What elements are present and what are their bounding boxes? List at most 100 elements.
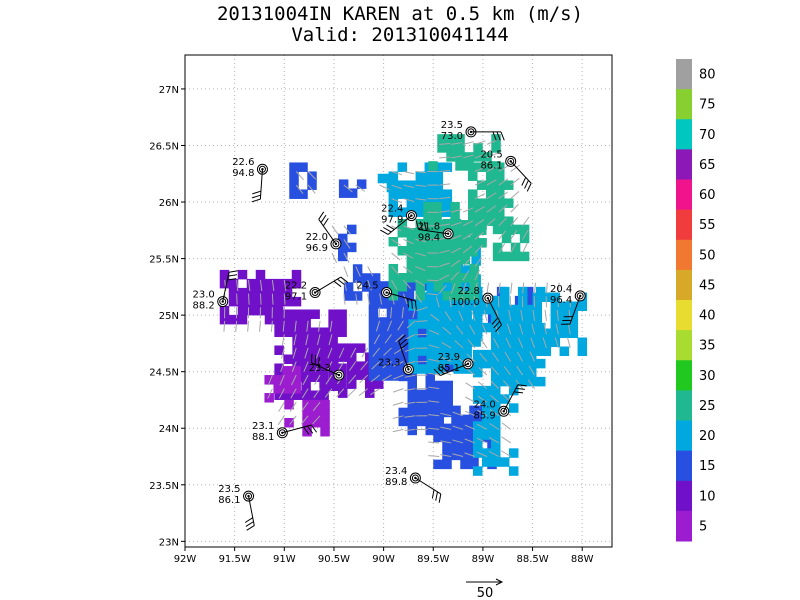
wind-vector — [440, 454, 452, 458]
colorbar-segment — [676, 209, 692, 241]
y-tick-label: 24.5N — [149, 368, 179, 379]
wind-vector — [382, 361, 392, 369]
wind-cell — [283, 327, 293, 337]
wind-cell — [460, 441, 470, 452]
wind-cell — [526, 313, 537, 324]
y-tick-label: 27N — [159, 85, 179, 96]
station-label: 22.0 — [306, 232, 328, 243]
wind-cell — [442, 207, 453, 217]
station-label: 23.3 — [378, 357, 400, 368]
wind-cell — [460, 450, 470, 461]
wind-vector — [439, 142, 451, 145]
wind-cell — [320, 417, 330, 428]
wind-vector — [390, 307, 393, 319]
y-tick-label: 26N — [159, 198, 179, 209]
wind-cell — [407, 425, 417, 436]
wind-cell — [541, 346, 552, 357]
wind-vector — [467, 339, 476, 349]
wind-vector — [440, 426, 452, 430]
wind-vector — [453, 354, 464, 362]
wind-vector — [281, 334, 285, 346]
y-tick-label: 25N — [159, 311, 179, 322]
wind-vector — [259, 280, 263, 292]
wind-cell — [397, 180, 408, 190]
wind-cell — [435, 319, 445, 329]
station-label: 20.4 — [550, 284, 572, 295]
wind-cell — [424, 171, 435, 181]
wind-vector — [343, 266, 349, 277]
colorbar-label: 70 — [699, 128, 716, 143]
wind-cell — [386, 344, 397, 354]
wind-vector — [542, 337, 547, 349]
wind-cell — [426, 292, 436, 302]
wind-cell — [442, 273, 453, 283]
wind-cell — [532, 319, 543, 330]
wind-cell — [328, 379, 339, 389]
wind-cell — [450, 211, 460, 221]
wind-vector — [464, 410, 476, 417]
wind-cell — [435, 292, 445, 302]
wind-cell — [526, 304, 537, 315]
wind-vector — [271, 293, 274, 305]
wind-vector — [416, 320, 428, 323]
wind-vector — [491, 352, 500, 362]
wind-cell — [395, 362, 406, 372]
wind-vector — [292, 347, 297, 359]
wind-vector — [295, 171, 304, 181]
wind-vector — [391, 238, 402, 246]
wind-vector — [428, 372, 440, 376]
station-marker-ring — [407, 212, 415, 220]
wind-vector — [404, 401, 416, 405]
station-marker-ring — [411, 474, 419, 482]
wind-vector — [403, 252, 414, 259]
wind-cell — [219, 269, 230, 280]
wind-cell — [504, 216, 514, 226]
wind-cell — [264, 278, 275, 289]
wind-vector — [469, 324, 476, 335]
wind-cell — [415, 171, 426, 181]
wind-vector — [508, 309, 512, 321]
wind-vector — [464, 438, 476, 444]
wind-cell — [406, 246, 417, 256]
wind-barb-flag — [380, 229, 389, 235]
wind-vector — [403, 225, 414, 231]
station-pressure: 98.4 — [418, 233, 440, 244]
wind-cell — [468, 225, 478, 235]
wind-cell — [292, 390, 302, 400]
wind-vector — [510, 230, 518, 240]
wind-vector — [464, 424, 476, 430]
wind-cell — [559, 346, 570, 357]
station-label: 23.4 — [385, 466, 407, 477]
wind-cell — [481, 448, 492, 458]
wind-cell — [442, 441, 452, 452]
wind-cell — [460, 432, 470, 443]
wind-cell — [526, 376, 537, 387]
wind-cell — [406, 255, 417, 265]
wind-vector — [415, 279, 425, 287]
colorbar-label: 75 — [699, 98, 716, 113]
wind-cell — [491, 161, 501, 171]
wind-barb-flag — [500, 131, 505, 141]
wind-cell — [408, 301, 418, 311]
wind-vector — [301, 401, 309, 412]
wind-cell — [283, 318, 293, 328]
wind-cell — [495, 198, 505, 208]
wind-cell — [397, 162, 408, 172]
wind-vector — [528, 365, 535, 376]
wind-cell — [481, 457, 492, 467]
wind-cell — [519, 251, 530, 262]
wind-vector — [428, 441, 440, 444]
wind-vector — [462, 270, 470, 281]
wind-vector — [360, 361, 369, 371]
wind-cell — [320, 399, 330, 410]
wind-vector — [391, 266, 400, 276]
colorbar-segment — [676, 360, 692, 391]
wind-cell — [386, 362, 397, 372]
wind-vector — [510, 282, 513, 294]
wind-cell — [568, 328, 579, 339]
wind-cell — [246, 287, 257, 298]
wind-vector — [378, 307, 381, 319]
wind-vector — [427, 279, 439, 282]
wind-vector — [451, 142, 463, 145]
wind-cell — [228, 287, 239, 298]
